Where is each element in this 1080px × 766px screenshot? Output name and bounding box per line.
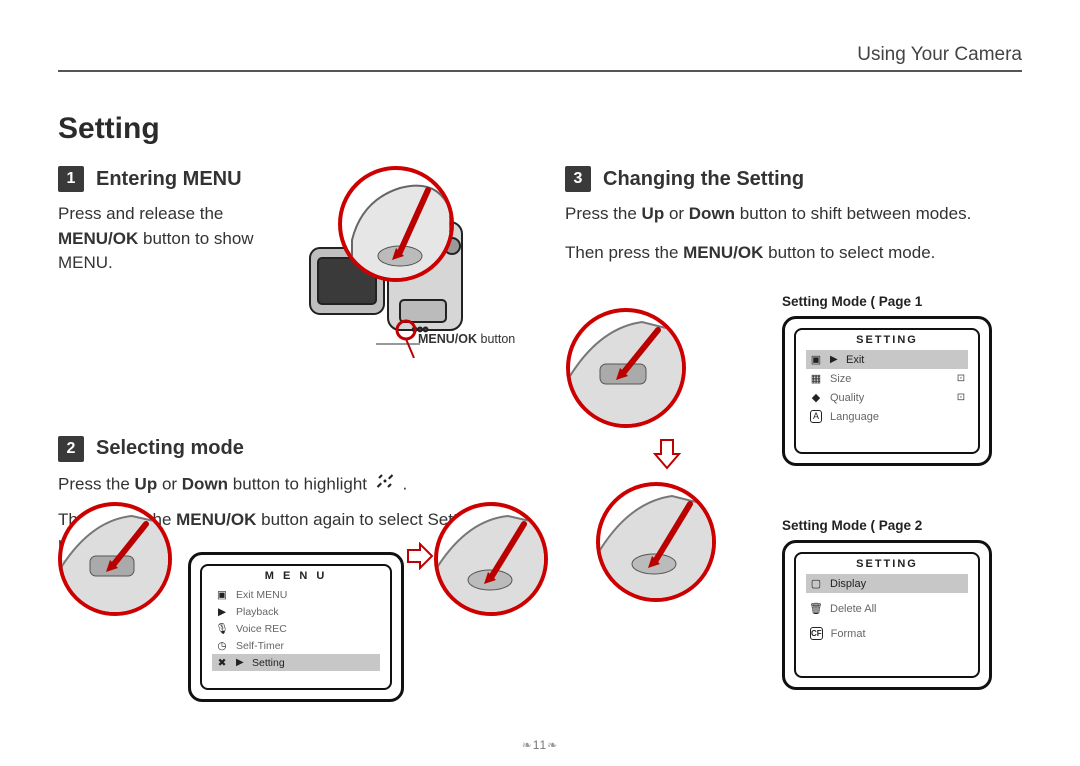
cf-icon: CF: [810, 627, 823, 640]
setting-p2-row-deleteall: 🗑 Delete All: [806, 599, 968, 618]
step3-heading: 3 Changing the Setting: [565, 166, 1025, 192]
setting-p2-row-display: ▢ Display: [806, 574, 968, 593]
setting-p2-label: Setting Mode ( Page 2: [782, 518, 922, 533]
manual-page: Using Your Camera Setting 1 Entering MEN…: [0, 0, 1080, 766]
setting-p1-row-language: A Language: [806, 407, 968, 426]
page-number: ❧11❧: [522, 738, 559, 752]
step2-title: Selecting mode: [96, 437, 244, 460]
menu-lcd-list: ▣ Exit MENU ▶ Playback 🎙 Voice REC ◷ Sel…: [202, 582, 390, 677]
step3-line2: Then press the MENU/OK button to select …: [565, 241, 1025, 266]
setting-p1-row-size: ▦ Size ⊡: [806, 369, 968, 388]
menu-lcd: M E N U ▣ Exit MENU ▶ Playback 🎙 Voice R…: [188, 552, 404, 702]
diamond-icon: ◆: [810, 392, 822, 404]
step2-number: 2: [58, 436, 84, 462]
page-number-value: 11: [533, 738, 547, 752]
setting-p1-row-quality: ◆ Quality ⊡: [806, 388, 968, 407]
step2-magnifier-right: [434, 502, 548, 616]
step3-title: Changing the Setting: [603, 168, 804, 191]
setting-p1-row-exit: ▣ ▶ Exit: [806, 350, 968, 369]
step3-magnifier-bottom: [596, 482, 716, 602]
step1-text-bold: MENU/OK: [58, 229, 138, 248]
play-icon: ▶: [216, 606, 228, 618]
setting-p1-label: Setting Mode ( Page 1: [782, 294, 922, 309]
setting-p2-title: SETTING: [796, 554, 978, 570]
step2-magnifier-left: [58, 502, 172, 616]
camera-icon: ▣: [216, 589, 228, 601]
caption-leader-line: [376, 333, 424, 343]
step3-magnifier-top: [566, 308, 686, 428]
right-column: 3 Changing the Setting Press the Up or D…: [565, 166, 1025, 265]
display-icon: ▢: [810, 578, 822, 590]
badge-icon: ⊡: [954, 373, 968, 384]
arrow-down-icon: [653, 438, 681, 470]
step3-line1: Press the Up or Down button to shift bet…: [565, 202, 1025, 227]
step1-number: 1: [58, 166, 84, 192]
trash-icon: 🗑: [810, 603, 822, 615]
step1-title: Entering MENU: [96, 168, 242, 191]
page-number-deco-right: ❧: [547, 738, 558, 752]
step1-magnifier: [338, 166, 454, 282]
mic-icon: 🎙: [216, 623, 228, 635]
step1-text-a: Press and release the: [58, 204, 223, 223]
step3-number: 3: [565, 166, 591, 192]
menu-row-voicerec: 🎙 Voice REC: [212, 620, 380, 637]
camera-icon: ▣: [810, 354, 822, 366]
step2-heading: 2 Selecting mode: [58, 436, 538, 462]
chevron-right-icon: ▶: [236, 657, 244, 668]
setting-p1-inner: SETTING ▣ ▶ Exit ▦ Size ⊡ ◆ Quality ⊡: [794, 328, 980, 454]
grid-icon: ▦: [810, 373, 822, 385]
tools-icon: ✖: [216, 657, 228, 669]
step1-text: Press and release the MENU/OK button to …: [58, 202, 308, 276]
setting-p2-list: ▢ Display 🗑 Delete All CF Format: [796, 570, 978, 649]
setting-p2-lcd: SETTING ▢ Display 🗑 Delete All CF Format: [782, 540, 992, 690]
menu-lcd-inner: M E N U ▣ Exit MENU ▶ Playback 🎙 Voice R…: [200, 564, 392, 690]
menu-row-selftimer: ◷ Self-Timer: [212, 637, 380, 654]
menu-ok-caption: MENU/OK button: [418, 332, 515, 346]
page-header: Using Your Camera: [857, 44, 1022, 66]
setting-p1-lcd: SETTING ▣ ▶ Exit ▦ Size ⊡ ◆ Quality ⊡: [782, 316, 992, 466]
top-rule: [58, 70, 1022, 72]
menu-row-setting: ✖ ▶ Setting: [212, 654, 380, 671]
menu-row-exit: ▣ Exit MENU: [212, 586, 380, 603]
page-number-deco-left: ❧: [522, 738, 533, 752]
page-title: Setting: [58, 112, 160, 146]
badge-icon: ⊡: [954, 392, 968, 403]
setting-p1-title: SETTING: [796, 330, 978, 346]
a-icon: A: [810, 410, 822, 423]
menu-row-playback: ▶ Playback: [212, 603, 380, 620]
arrow-right-icon: [406, 542, 434, 570]
menu-lcd-title: M E N U: [202, 566, 390, 582]
step2-illustration-group: M E N U ▣ Exit MENU ▶ Playback 🎙 Voice R…: [58, 482, 558, 722]
setting-p2-row-format: CF Format: [806, 624, 968, 643]
setting-p1-list: ▣ ▶ Exit ▦ Size ⊡ ◆ Quality ⊡ A Language: [796, 346, 978, 432]
timer-icon: ◷: [216, 640, 228, 652]
setting-p2-inner: SETTING ▢ Display 🗑 Delete All CF Format: [794, 552, 980, 678]
chevron-right-icon: ▶: [830, 354, 838, 365]
